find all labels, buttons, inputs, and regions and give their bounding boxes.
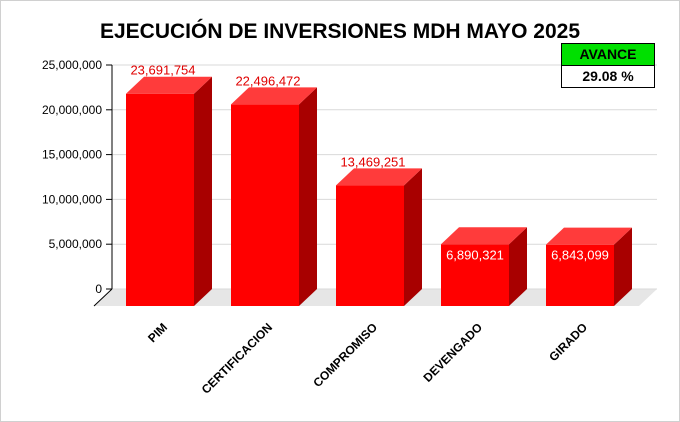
bar-top [126, 76, 212, 94]
data-label: 23,691,754 [130, 63, 195, 78]
bar-front [546, 244, 614, 306]
bar-side [299, 87, 317, 306]
y-tick-label: 25,000,000 [42, 58, 102, 72]
y-axis-depth [93, 288, 113, 307]
bar-top [231, 87, 317, 105]
avance-label: AVANCE [561, 43, 655, 66]
y-tick-label: 5,000,000 [49, 237, 103, 251]
bar-side [404, 168, 422, 306]
avance-box: AVANCE 29.08 % [561, 43, 655, 88]
y-tick-label: 15,000,000 [42, 148, 102, 162]
bar-side [614, 227, 632, 306]
bar-front [231, 104, 299, 306]
data-label: 6,890,321 [446, 247, 504, 262]
avance-value: 29.08 % [561, 66, 655, 88]
bar-front [126, 93, 194, 306]
data-label: 13,469,251 [340, 154, 405, 169]
bar-top [546, 227, 632, 245]
chart-title: EJECUCIÓN DE INVERSIONES MDH MAYO 2025 [99, 20, 581, 43]
bar-front [441, 244, 509, 306]
category-label: DEVENGADO [421, 320, 486, 385]
y-tick-label: 0 [95, 282, 102, 296]
category-label: PIM [145, 320, 170, 345]
bar-side [509, 227, 527, 306]
category-label: GIRADO [546, 320, 590, 364]
bar-front [336, 185, 404, 306]
bar-top [336, 168, 422, 186]
y-tick-label: 10,000,000 [42, 192, 102, 206]
data-label: 6,843,099 [551, 248, 609, 263]
bar-top [441, 227, 527, 245]
data-label: 22,496,472 [235, 73, 300, 88]
category-label: COMPROMISO [310, 320, 380, 390]
y-tick-label: 20,000,000 [42, 103, 102, 117]
bar-side [194, 76, 212, 306]
category-label: CERTIFICACION [199, 320, 275, 396]
